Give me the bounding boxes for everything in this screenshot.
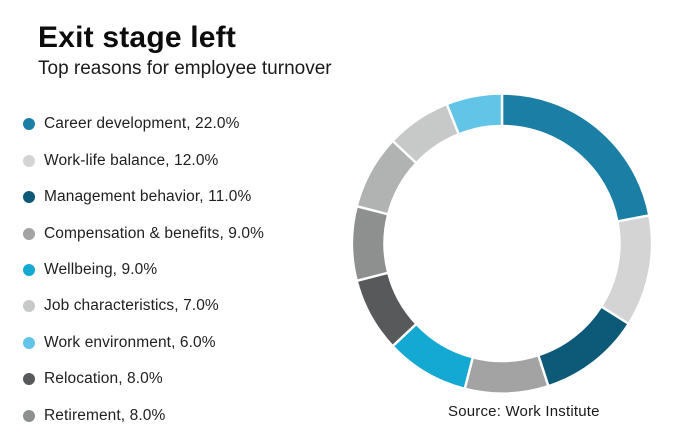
- legend-dot-icon: [23, 409, 35, 422]
- legend-item-work-environment: Work environment, 6.0%: [23, 325, 264, 361]
- legend-dot-icon: [23, 154, 35, 167]
- legend-label: Relocation, 8.0%: [44, 370, 163, 388]
- source-credit: Source: Work Institute: [448, 403, 600, 420]
- donut-segment-work-life-balance: [599, 213, 654, 326]
- legend-label: Career development, 22.0%: [44, 115, 240, 133]
- legend: Career development, 22.0% Work-life balan…: [23, 106, 264, 434]
- legend-item-retirement: Retirement, 8.0%: [23, 398, 264, 434]
- legend-dot-icon: [23, 191, 35, 204]
- donut-segment-retirement: [350, 204, 390, 283]
- legend-label: Management behavior, 11.0%: [44, 188, 252, 206]
- legend-dot-icon: [23, 336, 35, 349]
- legend-label: Work environment, 6.0%: [44, 333, 216, 351]
- donut-segment-work-environment: [445, 92, 504, 136]
- legend-item-career-development: Career development, 22.0%: [23, 106, 264, 142]
- legend-label: Compensation & benefits, 9.0%: [44, 224, 265, 242]
- legend-dot-icon: [23, 300, 35, 313]
- page-title: Exit stage left: [38, 21, 237, 54]
- legend-label: Work-life balance, 12.0%: [44, 151, 219, 169]
- donut-segment-compensation-benefits: [463, 353, 550, 395]
- legend-dot-icon: [23, 227, 35, 240]
- legend-dot-icon: [23, 263, 35, 276]
- legend-item-job-characteristics: Job characteristics, 7.0%: [23, 288, 264, 324]
- legend-item-management-behavior: Management behavior, 11.0%: [23, 179, 264, 215]
- legend-item-relocation: Relocation, 8.0%: [23, 361, 264, 397]
- legend-dot-icon: [23, 373, 35, 386]
- legend-label: Wellbeing, 9.0%: [44, 260, 158, 278]
- legend-label: Retirement, 8.0%: [44, 406, 166, 424]
- legend-item-wellbeing: Wellbeing, 9.0%: [23, 252, 264, 288]
- legend-item-work-life-balance: Work-life balance, 12.0%: [23, 142, 264, 178]
- legend-dot-icon: [23, 118, 35, 131]
- chart-subtitle: Top reasons for employee turnover: [38, 58, 332, 79]
- legend-label: Job characteristics, 7.0%: [44, 297, 219, 315]
- donut-segment-career-development: [500, 92, 651, 223]
- legend-item-compensation-benefits: Compensation & benefits, 9.0%: [23, 215, 264, 251]
- donut-segment-management-behavior: [536, 304, 631, 388]
